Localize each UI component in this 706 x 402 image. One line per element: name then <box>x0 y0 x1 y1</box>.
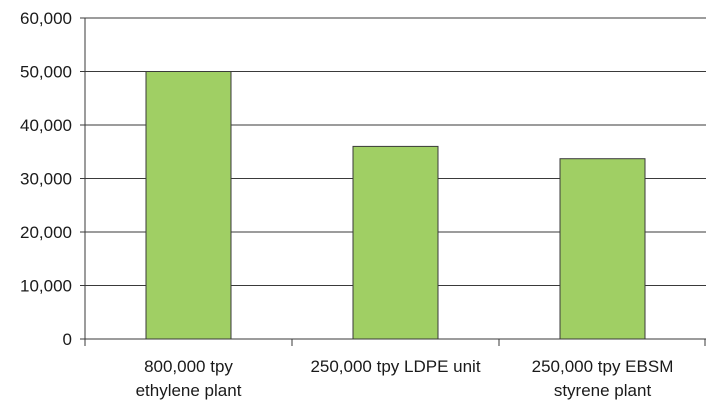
y-tick-label: 40,000 <box>20 116 72 135</box>
x-category-label: 250,000 tpy EBSM <box>532 357 674 376</box>
y-tick-labels: 0 10,000 20,000 30,000 40,000 50,000 60,000 <box>20 9 72 349</box>
axes <box>80 17 706 346</box>
y-tick-label: 30,000 <box>20 170 72 189</box>
y-tick-label: 50,000 <box>20 63 72 82</box>
y-tick-label: 10,000 <box>20 277 72 296</box>
x-category-label: 250,000 tpy LDPE unit <box>310 357 480 376</box>
bars <box>145 71 646 340</box>
x-category-label: 800,000 tpy <box>144 357 233 376</box>
x-category-label: ethylene plant <box>136 381 242 400</box>
y-tick-label: 0 <box>63 330 72 349</box>
x-tick-labels: 800,000 tpy ethylene plant 250,000 tpy LDP… <box>136 357 674 400</box>
y-tick-label: 20,000 <box>20 223 72 242</box>
bar <box>559 158 646 340</box>
bar <box>352 145 439 340</box>
x-category-label: styrene plant <box>554 381 652 400</box>
bar <box>145 71 232 340</box>
y-tick-label: 60,000 <box>20 9 72 28</box>
